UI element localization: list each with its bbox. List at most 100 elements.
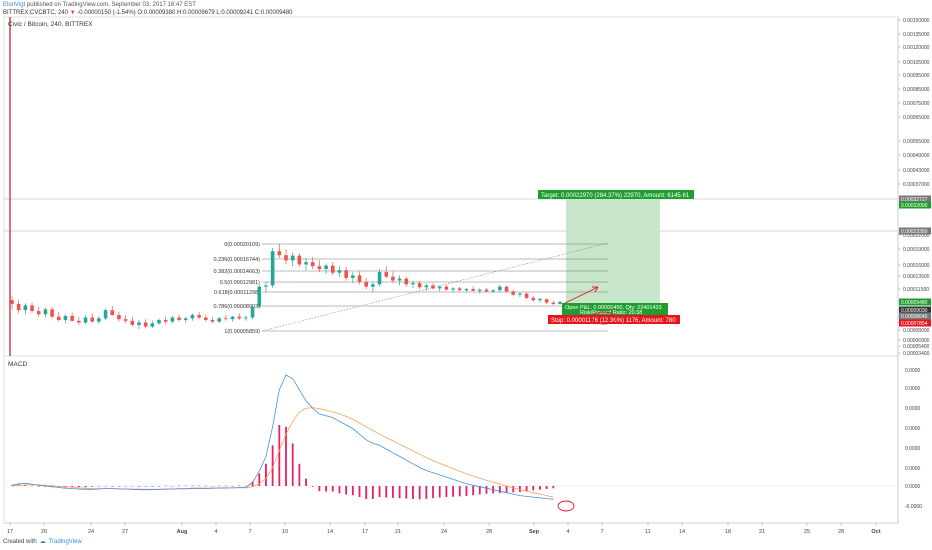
macd-histogram-bar xyxy=(385,486,387,497)
time-tick-label: 24 xyxy=(441,529,447,535)
price-tick-label: 0.00005400 xyxy=(903,344,930,350)
time-tick-label: 24 xyxy=(88,529,94,535)
macd-histogram-bar xyxy=(232,486,234,487)
macd-histogram-bar xyxy=(238,486,240,487)
candle-body xyxy=(338,270,342,273)
candle-body xyxy=(197,315,201,317)
time-axis[interactable]: 17 20 24 27 Aug 4 7 10 14 17 21 24 28 Sep 4 7 11 14 18 21 25… xyxy=(7,523,881,535)
candle-body xyxy=(157,320,161,323)
candle-body xyxy=(184,318,188,320)
macd-histogram-bar xyxy=(78,486,80,487)
candle-body xyxy=(90,318,94,322)
price-tick-label: 0.00150000 xyxy=(903,18,930,24)
macd-histogram-bar xyxy=(425,486,427,499)
price-tick-label: 0.00011500 xyxy=(903,287,929,293)
macd-histogram-bar xyxy=(319,486,321,491)
macd-tick-label: 0.0000 xyxy=(905,368,921,374)
macd-histogram-bar xyxy=(298,464,300,486)
macd-histogram-bar xyxy=(405,486,407,499)
time-tick-label: Oct xyxy=(871,529,880,535)
price-tick-label: 0.00008000 xyxy=(903,328,930,334)
macd-histogram-bar xyxy=(552,486,554,488)
macd-histogram-bar xyxy=(392,486,394,498)
tradingview-brand[interactable]: TradingView xyxy=(49,539,82,545)
price-tick-label: 0.00013500 xyxy=(903,274,930,280)
time-tick-label: 28 xyxy=(838,529,844,535)
candle-body xyxy=(318,266,322,269)
macd-histogram-bar xyxy=(158,486,160,487)
candle-body xyxy=(57,317,61,320)
price-marker-label: 0.00008640 xyxy=(901,314,928,320)
macd-histogram-bar xyxy=(138,486,140,487)
candle-body xyxy=(217,318,221,321)
candle-body xyxy=(531,298,535,300)
candle-body xyxy=(211,320,215,322)
price-tick-label: 0.00120000 xyxy=(903,45,930,51)
candle-body xyxy=(144,322,148,326)
macd-histogram-bar xyxy=(85,486,87,487)
price-tick-label: 0.00003400 xyxy=(903,351,930,357)
time-tick-label: 28 xyxy=(486,529,492,535)
time-tick-label: 7 xyxy=(600,529,603,535)
candle-body xyxy=(371,284,375,286)
candle-body xyxy=(558,302,562,304)
macd-histogram-bar xyxy=(292,443,294,486)
candle-body xyxy=(311,262,315,266)
candle-body xyxy=(445,287,449,290)
macd-histogram-bar xyxy=(499,486,501,493)
macd-histogram-bar xyxy=(339,486,341,493)
candle-body xyxy=(117,315,121,319)
candle-body xyxy=(384,272,388,277)
candle-body xyxy=(50,309,54,316)
macd-histogram-bar xyxy=(312,486,314,487)
candle-body xyxy=(485,290,489,292)
candle-body xyxy=(324,266,328,269)
fib-level-label: 0.236(0.00016744) xyxy=(214,257,261,263)
macd-histogram-bar xyxy=(439,486,441,497)
candle-body xyxy=(364,282,368,287)
macd-histogram-bar xyxy=(31,486,33,487)
candle-body xyxy=(418,283,422,287)
macd-title: MACD xyxy=(8,361,27,368)
target-zone[interactable] xyxy=(566,199,660,303)
macd-histogram-bar xyxy=(452,486,454,497)
candle-body xyxy=(64,316,68,320)
price-axis[interactable]: 0.00150000 0.00135000 0.00120000 0.00105000… xyxy=(898,18,930,357)
macd-histogram-bar xyxy=(265,464,267,486)
price-marker-label: 0.00032000 xyxy=(901,203,928,209)
macd-tick-label: 0.0000 xyxy=(905,386,921,392)
annotation-circle-macd[interactable] xyxy=(558,501,574,511)
candle-body xyxy=(110,310,114,315)
macd-histogram-bar xyxy=(111,486,113,487)
macd-tick-label: 0.0000 xyxy=(905,484,921,490)
time-tick-label: 21 xyxy=(759,529,765,535)
macd-histogram-bar xyxy=(379,486,381,497)
candle-body xyxy=(278,251,282,255)
macd-tick-label: 0.0000 xyxy=(905,466,921,472)
candle-body xyxy=(284,255,288,260)
macd-histogram-bar xyxy=(192,486,194,487)
target-label: Target: 0.00022970 (284.37%) 22970, Amou… xyxy=(541,193,690,199)
macd-histogram-bar xyxy=(245,486,247,487)
time-tick-label: 14 xyxy=(679,529,685,535)
time-tick-label: 21 xyxy=(395,529,401,535)
price-tick-label: 0.00095000 xyxy=(903,73,930,79)
price-tick-label: 0.00105000 xyxy=(903,60,930,66)
fib-level-label: 0.618(0.00011298) xyxy=(214,290,260,296)
macd-histogram-bar xyxy=(546,486,548,489)
macd-histogram-bar xyxy=(105,486,107,487)
candle-body xyxy=(425,285,429,287)
candle-body xyxy=(351,275,355,278)
candle-body xyxy=(511,291,515,294)
time-tick-label: 17 xyxy=(7,529,13,535)
candle-body xyxy=(84,318,88,323)
price-marker-label: 0.00023350 xyxy=(901,229,928,235)
created-with-label: Created with xyxy=(3,539,37,545)
macd-tick-label: 0.0000 xyxy=(905,406,921,412)
price-tick-label: 0.00075000 xyxy=(903,101,930,107)
fib-level-label: 0(0.00020109) xyxy=(224,242,260,248)
candle-body xyxy=(191,315,195,318)
candle-body xyxy=(257,287,261,307)
candle-body xyxy=(391,277,395,281)
